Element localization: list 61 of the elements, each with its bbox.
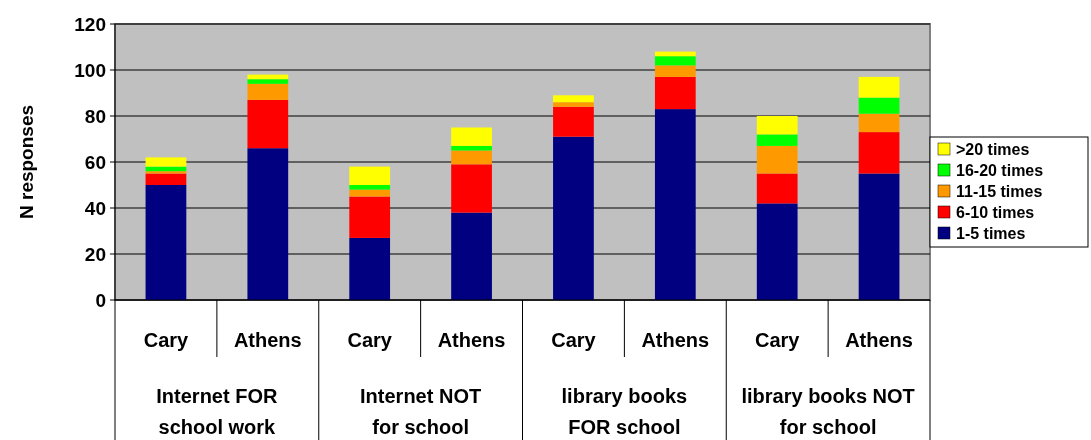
x-tick-label: Athens [437,329,506,351]
bar [858,173,900,300]
legend-label: 16-20 times [956,161,1044,179]
bar [145,185,187,300]
y-axis-title: N responses [16,104,37,220]
x-tick-label: Athens [641,329,710,351]
bar [553,95,594,103]
y-tick-label: 20 [84,243,106,265]
y-tick-label: 0 [95,289,106,311]
bar [553,136,594,300]
bar [247,148,289,300]
legend-label: 6-10 times [956,203,1035,221]
bar [247,99,289,149]
bar [756,145,798,174]
bar [654,109,696,300]
x-tick-label: Cary [551,329,597,351]
bar [451,212,492,300]
bar [349,166,391,185]
bar [553,102,594,107]
y-tick-label: 100 [74,59,106,81]
text: Internet NOT for school [360,385,482,438]
y-tick-label: 60 [84,151,106,173]
bar [145,173,187,185]
bar [756,203,798,300]
bar [247,83,289,100]
bar [349,189,391,197]
bar [349,237,391,300]
bar [553,106,594,137]
bar [451,164,492,213]
y-tick-label: 40 [84,197,106,219]
x-tick-label: Cary [754,329,801,351]
bar [349,185,391,190]
bar [756,173,798,204]
bar [349,196,391,238]
bar [858,97,900,114]
bar [247,79,289,84]
y-tick-label: 120 [74,13,106,35]
text: Internet FOR school work [156,385,278,438]
text: library books NOT for school [741,385,915,438]
x-tick-label: Athens [845,329,913,351]
x-tick-label: Cary [347,329,393,351]
bar [756,134,798,146]
legend-label: 1-5 times [956,224,1026,242]
text: library books FOR school [561,385,688,438]
bar [756,116,798,135]
x-tick-label: Cary [143,329,190,351]
bar [654,56,696,66]
bar [451,127,492,146]
legend-label: 11-15 times [956,182,1043,200]
bar [858,76,900,98]
bar [145,171,187,174]
bar [654,76,696,110]
bar [654,65,696,77]
y-tick-label: 80 [84,105,106,127]
bar [145,157,187,167]
x-tick-label: Athens [233,329,302,351]
bar [858,113,900,133]
legend-label: >20 times [956,140,1030,158]
bar [451,145,492,151]
bar [451,150,492,165]
bar [858,132,900,174]
